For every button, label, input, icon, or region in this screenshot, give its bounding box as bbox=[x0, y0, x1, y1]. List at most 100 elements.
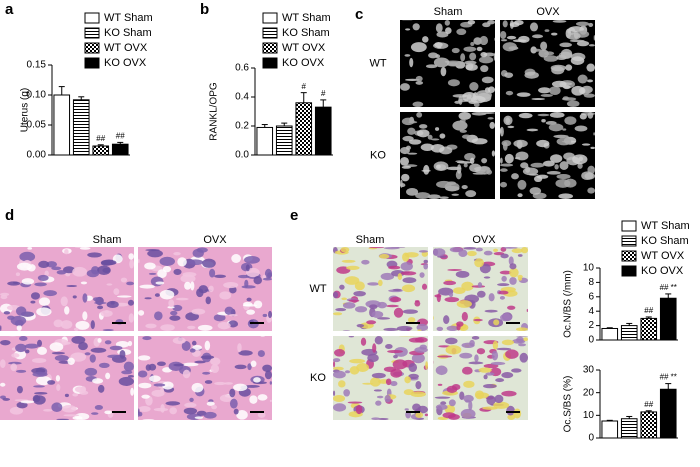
texture bbox=[515, 151, 529, 161]
texture bbox=[401, 284, 416, 293]
texture bbox=[8, 361, 22, 365]
texture bbox=[402, 277, 417, 284]
texture bbox=[156, 361, 166, 367]
texture bbox=[401, 117, 415, 126]
texture bbox=[27, 247, 33, 250]
texture bbox=[64, 306, 70, 315]
texture bbox=[182, 369, 191, 379]
texture bbox=[491, 350, 499, 361]
texture bbox=[588, 22, 594, 27]
texture bbox=[469, 82, 479, 91]
texture bbox=[2, 397, 11, 401]
texture bbox=[543, 160, 555, 167]
texture bbox=[0, 340, 11, 346]
texture bbox=[491, 150, 496, 157]
y-tick-label: 10 bbox=[583, 410, 595, 421]
texture bbox=[138, 411, 143, 417]
texture bbox=[161, 381, 174, 390]
texture bbox=[433, 316, 434, 320]
texture bbox=[433, 57, 450, 68]
texture bbox=[333, 348, 346, 357]
texture bbox=[189, 348, 196, 353]
texture bbox=[397, 273, 403, 280]
texture bbox=[104, 410, 112, 415]
legend-label: WT Sham bbox=[104, 12, 153, 24]
texture bbox=[367, 282, 380, 286]
texture bbox=[443, 315, 450, 324]
texture bbox=[400, 157, 409, 166]
texture bbox=[210, 357, 221, 366]
texture bbox=[452, 287, 466, 294]
texture bbox=[500, 31, 507, 40]
texture bbox=[175, 297, 189, 301]
texture bbox=[0, 382, 6, 387]
texture bbox=[333, 312, 343, 316]
texture bbox=[106, 283, 113, 286]
texture bbox=[341, 297, 347, 301]
texture bbox=[377, 317, 391, 320]
legend-swatch bbox=[621, 250, 637, 262]
y-tick-label: 0 bbox=[588, 335, 594, 346]
texture bbox=[509, 22, 520, 28]
texture bbox=[556, 54, 567, 61]
texture bbox=[461, 311, 468, 322]
texture bbox=[204, 380, 213, 384]
texture bbox=[418, 250, 428, 253]
texture bbox=[160, 388, 165, 393]
texture bbox=[15, 272, 21, 277]
texture bbox=[540, 93, 553, 97]
texture bbox=[66, 284, 78, 288]
legend-swatch bbox=[84, 12, 100, 24]
texture bbox=[444, 182, 460, 192]
texture bbox=[118, 376, 134, 386]
legend-label: WT OVX bbox=[641, 250, 685, 262]
texture bbox=[262, 364, 272, 372]
texture bbox=[253, 300, 263, 309]
texture bbox=[157, 269, 167, 279]
texture bbox=[551, 80, 567, 88]
texture bbox=[417, 318, 429, 327]
texture bbox=[538, 49, 549, 58]
texture bbox=[521, 247, 528, 254]
texture bbox=[93, 297, 101, 302]
texture bbox=[436, 164, 441, 169]
texture bbox=[393, 354, 398, 359]
image bbox=[138, 336, 272, 420]
texture bbox=[130, 387, 134, 396]
texture bbox=[333, 390, 336, 396]
texture bbox=[463, 380, 475, 388]
annotation: ## bbox=[644, 400, 653, 409]
texture bbox=[187, 325, 196, 330]
texture bbox=[149, 375, 161, 382]
texture bbox=[402, 309, 418, 314]
texture bbox=[37, 339, 43, 347]
texture bbox=[360, 337, 367, 346]
texture bbox=[356, 324, 365, 328]
texture bbox=[200, 355, 215, 360]
texture bbox=[60, 296, 68, 307]
legend-swatch bbox=[84, 27, 100, 39]
texture bbox=[536, 174, 549, 179]
bar bbox=[256, 126, 274, 156]
texture bbox=[37, 346, 48, 355]
texture bbox=[60, 320, 73, 329]
texture bbox=[236, 410, 248, 420]
texture bbox=[400, 83, 410, 91]
texture bbox=[229, 388, 236, 398]
texture bbox=[169, 407, 177, 415]
texture bbox=[518, 343, 527, 347]
texture bbox=[115, 341, 130, 348]
texture bbox=[206, 401, 215, 406]
texture bbox=[72, 393, 79, 397]
panel-label: a bbox=[5, 1, 14, 18]
texture bbox=[414, 346, 428, 353]
texture bbox=[213, 314, 226, 322]
texture bbox=[63, 414, 80, 417]
y-tick-label: 0.4 bbox=[235, 92, 249, 103]
texture bbox=[581, 143, 591, 146]
image bbox=[0, 336, 134, 421]
texture bbox=[389, 296, 402, 303]
texture bbox=[410, 391, 426, 398]
texture bbox=[400, 261, 413, 271]
texture bbox=[435, 365, 448, 376]
